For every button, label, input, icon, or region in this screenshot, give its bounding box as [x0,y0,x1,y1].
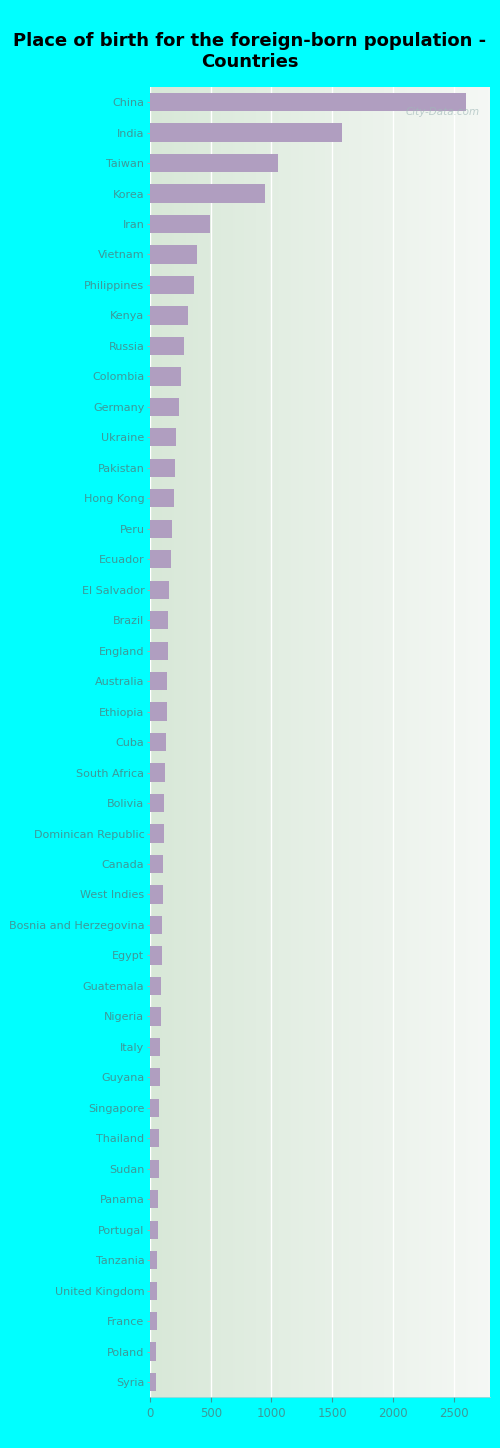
Bar [150,1129,159,1147]
Text: City-Data.com: City-Data.com [406,107,480,116]
Bar [150,977,162,995]
Bar [150,763,165,782]
Bar [150,733,166,752]
Bar [150,520,172,537]
Bar [150,947,162,964]
Bar [150,1251,158,1270]
Bar [150,1312,156,1331]
Bar [150,854,163,873]
Bar [150,275,194,294]
Bar [150,581,169,599]
Bar [150,1281,157,1300]
Bar [150,794,164,812]
Bar [150,1221,158,1239]
Bar [150,93,466,111]
Bar [150,1038,160,1056]
Text: Place of birth for the foreign-born population -
Countries: Place of birth for the foreign-born popu… [14,32,486,71]
Bar [150,1008,161,1025]
Bar [150,307,188,324]
Bar [150,1342,156,1361]
Bar [150,489,174,507]
Bar [150,885,163,904]
Bar [150,1099,160,1116]
Bar [150,641,168,660]
Bar [150,337,184,355]
Bar [150,550,171,569]
Bar [150,153,278,172]
Bar [150,1160,158,1177]
Bar [150,1373,156,1392]
Bar [150,1190,158,1209]
Bar [150,214,210,233]
Bar [150,184,266,203]
Bar [150,368,181,385]
Bar [150,398,179,416]
Bar [150,915,162,934]
Bar [150,702,167,721]
Bar [150,459,175,476]
Bar [150,824,164,843]
Bar [150,1069,160,1086]
Bar [150,123,342,142]
Bar [150,245,198,264]
Bar [150,672,168,691]
Bar [150,429,176,446]
Bar [150,611,168,630]
